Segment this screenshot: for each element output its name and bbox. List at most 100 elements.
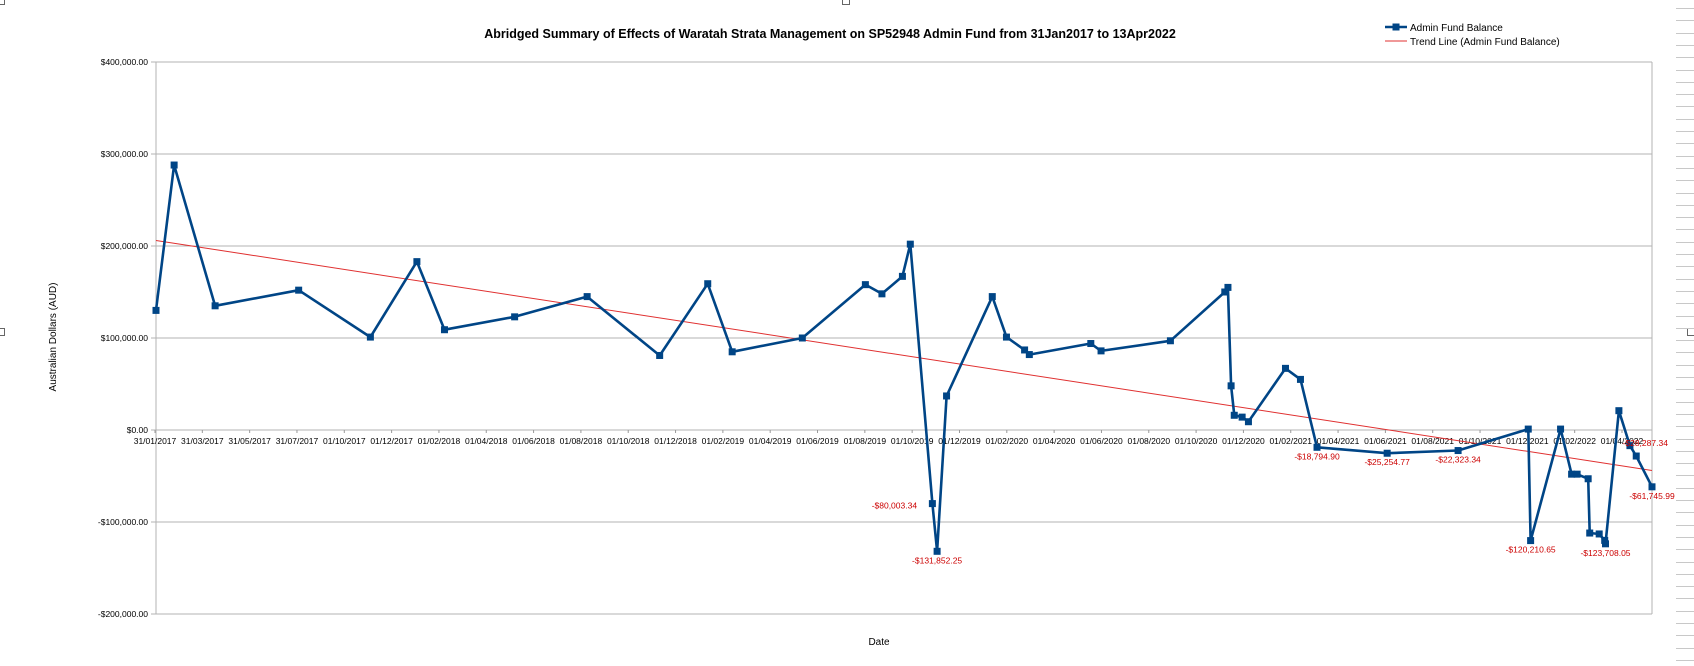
data-point — [933, 547, 941, 555]
sheet-row-rule — [1676, 229, 1694, 230]
selection-handle-top[interactable] — [842, 0, 850, 5]
sheet-row-rule — [1676, 180, 1694, 181]
sheet-row-rule — [1676, 352, 1694, 353]
gridlines — [156, 61, 1652, 615]
data-point — [366, 333, 374, 341]
sheet-row-rule — [1676, 70, 1694, 71]
data-point — [413, 258, 421, 266]
legend-label-trend: Trend Line (Admin Fund Balance) — [1410, 37, 1560, 48]
data-point — [656, 351, 664, 359]
data-point — [1524, 425, 1532, 433]
data-point — [152, 306, 160, 314]
data-label: -$80,003.34 — [872, 501, 918, 511]
data-point — [1648, 483, 1656, 491]
x-tick-label: 01/08/2019 — [844, 436, 887, 446]
data-point — [798, 334, 806, 342]
x-tick-label: 01/02/2022 — [1553, 436, 1596, 446]
data-point — [1632, 452, 1640, 460]
sheet-row-rule — [1676, 488, 1694, 489]
y-tick-label: $400,000.00 — [101, 57, 149, 67]
y-tick-label: $300,000.00 — [101, 149, 149, 159]
data-point — [1166, 337, 1174, 345]
data-label: -$61,745.99 — [1629, 491, 1675, 501]
data-point — [1296, 375, 1304, 383]
x-tick-label: 31/07/2017 — [276, 436, 319, 446]
x-axis-ticks: 31/01/2017 31/03/2017 31/05/2017 31/07/2017… — [134, 430, 1644, 446]
data-point — [1313, 443, 1321, 451]
data-point — [1626, 442, 1634, 450]
x-tick-label: 01/12/2019 — [938, 436, 981, 446]
data-point — [1002, 333, 1010, 341]
sheet-row-rule — [1676, 266, 1694, 267]
data-point — [861, 281, 869, 289]
sheet-row-rule — [1676, 94, 1694, 95]
x-tick-label: 01/06/2019 — [796, 436, 839, 446]
data-point — [898, 272, 906, 280]
data-point — [943, 392, 951, 400]
x-tick-label: 01/08/2018 — [560, 436, 603, 446]
data-point — [1586, 529, 1594, 537]
series-admin-fund-balance — [152, 161, 1656, 555]
data-point — [1527, 537, 1535, 545]
series-line-admin-fund-balance — [154, 163, 1654, 553]
data-point — [1568, 470, 1576, 478]
data-point — [878, 290, 886, 298]
sheet-row-rule — [1676, 562, 1694, 563]
y-axis-label: Australian Dollars (AUD) — [48, 283, 59, 392]
x-tick-label: 01/06/2020 — [1080, 436, 1123, 446]
data-point — [440, 326, 448, 334]
sheet-row-rule — [1676, 402, 1694, 403]
x-tick-label: 01/12/2018 — [654, 436, 697, 446]
data-point — [511, 313, 519, 321]
data-point — [1224, 283, 1232, 291]
data-point — [1021, 346, 1029, 354]
selection-handle-right[interactable] — [1687, 328, 1694, 336]
sheet-row-rule — [1676, 254, 1694, 255]
data-point — [906, 240, 914, 248]
selection-handle-left[interactable] — [0, 328, 5, 336]
data-point — [1454, 447, 1462, 455]
y-tick-label: $100,000.00 — [101, 333, 149, 343]
sheet-row-rule — [1676, 439, 1694, 440]
sheet-row-rule — [1676, 168, 1694, 169]
sheet-row-rule — [1676, 279, 1694, 280]
x-tick-label: 01/10/2018 — [607, 436, 650, 446]
x-tick-label: 01/10/2021 — [1459, 436, 1502, 446]
x-tick-label: 01/04/2019 — [749, 436, 792, 446]
data-point — [1230, 411, 1238, 419]
y-tick-label: $200,000.00 — [101, 241, 149, 251]
data-point — [583, 293, 591, 301]
sheet-row-rule — [1676, 217, 1694, 218]
sheet-row-rule — [1676, 156, 1694, 157]
sheet-row-rule — [1676, 648, 1694, 649]
y-tick-label: $0.00 — [127, 425, 149, 435]
data-label: -$18,794.90 — [1294, 451, 1340, 461]
sheet-row-rule — [1676, 45, 1694, 46]
sheet-row-rule — [1676, 82, 1694, 83]
data-point — [1221, 288, 1229, 296]
selection-handle-top-left[interactable] — [0, 0, 5, 5]
x-tick-label: 01/06/2021 — [1364, 436, 1407, 446]
data-label: -$120,210.65 — [1506, 545, 1556, 555]
sheet-row-rule — [1676, 20, 1694, 21]
sheet-row-rule — [1676, 33, 1694, 34]
sheet-row-rule — [1676, 426, 1694, 427]
data-point — [1584, 475, 1592, 483]
sheet-row-rule — [1676, 106, 1694, 107]
x-tick-label: 01/12/2017 — [370, 436, 413, 446]
x-tick-label: 01/04/2022 — [1601, 436, 1644, 446]
sheet-row-rule — [1676, 377, 1694, 378]
sheet-row-rule — [1676, 598, 1694, 599]
x-tick-label: 01/02/2018 — [418, 436, 461, 446]
data-point — [1615, 407, 1623, 415]
sheet-row-rule — [1676, 549, 1694, 550]
sheet-row-rule — [1676, 365, 1694, 366]
x-tick-label: 01/04/2018 — [465, 436, 508, 446]
sheet-row-rule — [1676, 242, 1694, 243]
sheet-row-rule — [1676, 291, 1694, 292]
sheet-row-rule — [1676, 389, 1694, 390]
data-point — [295, 286, 303, 294]
data-point — [170, 161, 178, 169]
sheet-row-rule — [1676, 119, 1694, 120]
